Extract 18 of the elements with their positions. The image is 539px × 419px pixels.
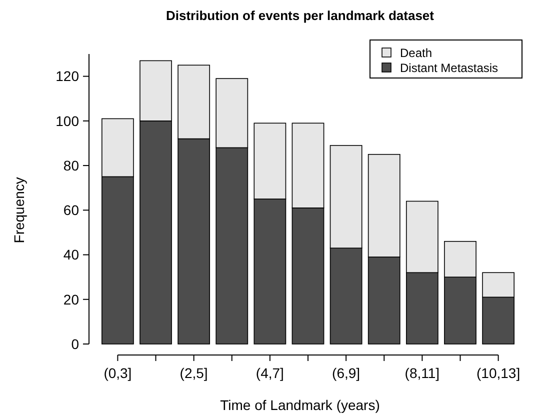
x-tick-label: (4,7] [256, 365, 284, 381]
y-tick-label: 120 [56, 68, 80, 84]
chart-title: Distribution of events per landmark dataset [166, 8, 435, 23]
x-axis-title: Time of Landmark (years) [220, 397, 380, 413]
y-tick-label: 100 [56, 112, 80, 129]
legend-label: Distant Metastasis [400, 61, 498, 76]
y-tick-label: 80 [63, 157, 80, 174]
x-tick-label: (0,3] [104, 365, 132, 381]
legend-label: Death [400, 46, 432, 60]
y-tick-label: 0 [71, 336, 80, 352]
y-tick-label: 40 [63, 246, 80, 263]
x-tick-label: (8,11] [404, 365, 440, 381]
x-tick-label: (6,9] [332, 365, 360, 381]
y-tick-label: 60 [63, 202, 80, 218]
x-tick-label: (2,5] [180, 365, 208, 381]
y-axis-title: Frequency [11, 177, 27, 244]
y-tick-label: 20 [63, 291, 80, 308]
x-tick-label: (10,13] [476, 365, 520, 381]
